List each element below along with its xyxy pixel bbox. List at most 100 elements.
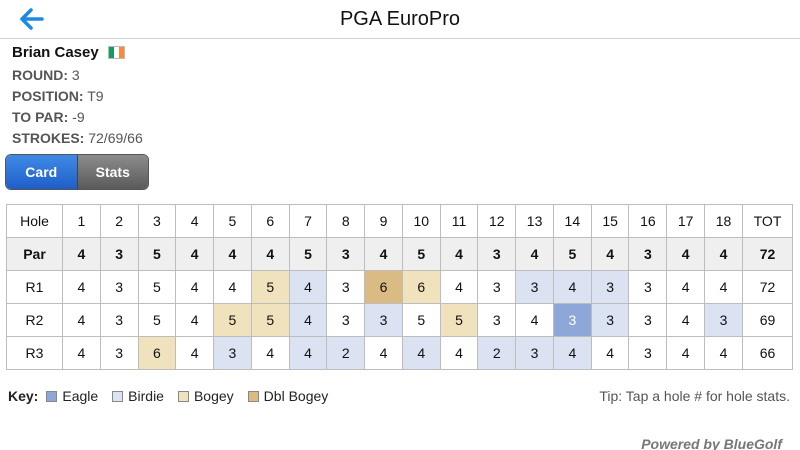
par-hole-6: 4 xyxy=(250,237,290,271)
round-total: 72 xyxy=(742,270,793,304)
arrow-left-icon[interactable] xyxy=(18,7,44,31)
par-hole-13: 4 xyxy=(515,237,554,271)
score-cell: 5 xyxy=(401,303,441,337)
score-cell: 4 xyxy=(62,270,101,304)
score-cell: 4 xyxy=(515,303,554,337)
par-hole-8: 3 xyxy=(326,237,366,271)
score-cell: 3 xyxy=(99,336,139,370)
score-cell: 3 xyxy=(364,303,403,337)
score-cell: 4 xyxy=(175,303,215,337)
color-key: Key: Eagle Birdie Bogey Dbl Bogey xyxy=(8,388,342,404)
score-cell: 5 xyxy=(213,303,252,337)
score-cell: 4 xyxy=(704,270,743,304)
hole-number-8[interactable]: 8 xyxy=(326,204,366,238)
ireland-flag-icon xyxy=(108,46,126,60)
total-header: TOT xyxy=(742,204,793,238)
round-total: 66 xyxy=(742,336,793,370)
tab-card[interactable]: Card xyxy=(6,155,77,189)
score-cell: 4 xyxy=(288,270,328,304)
score-cell: 4 xyxy=(439,336,479,370)
score-cell: 4 xyxy=(175,270,215,304)
score-cell: 5 xyxy=(137,270,177,304)
hole-number-3[interactable]: 3 xyxy=(137,204,177,238)
score-cell: 4 xyxy=(439,270,479,304)
par-hole-7: 5 xyxy=(288,237,328,271)
round-label: R2 xyxy=(6,303,63,337)
score-cell: 3 xyxy=(590,270,630,304)
powered-by-link[interactable]: Powered by BlueGolf xyxy=(641,436,782,450)
score-cell: 5 xyxy=(250,270,290,304)
score-cell: 3 xyxy=(326,270,366,304)
score-cell: 3 xyxy=(99,270,139,304)
hole-number-13[interactable]: 13 xyxy=(515,204,554,238)
round-total: 69 xyxy=(742,303,793,337)
round-info: ROUND: 3 xyxy=(12,67,80,83)
par-hole-5: 4 xyxy=(213,237,252,271)
top-bar: PGA EuroPro xyxy=(0,0,800,39)
hole-number-16[interactable]: 16 xyxy=(628,204,668,238)
score-cell: 3 xyxy=(515,336,554,370)
hole-number-9[interactable]: 9 xyxy=(364,204,403,238)
hole-number-18[interactable]: 18 xyxy=(704,204,743,238)
round-row-r2: R2 4 3 5 4 5 5 4 3 3 5 5 3 4 3 3 3 4 3 69 xyxy=(6,303,793,337)
par-hole-14: 5 xyxy=(552,237,592,271)
page-title: PGA EuroPro xyxy=(339,8,461,30)
position-info: POSITION: T9 xyxy=(12,88,104,104)
scorecard-table: Hole 1 2 3 4 5 6 7 8 9 10 11 12 13 14 15 16 17 18 TOT Par 4 3 5… xyxy=(6,204,793,370)
tip-text: Tip: Tap a hole # for hole stats. xyxy=(599,388,790,404)
hole-number-6[interactable]: 6 xyxy=(250,204,290,238)
tab-stats[interactable]: Stats xyxy=(76,155,148,189)
score-cell: 4 xyxy=(213,270,252,304)
hole-label: Hole xyxy=(6,204,63,238)
score-cell: 3 xyxy=(704,303,743,337)
score-cell: 3 xyxy=(628,270,668,304)
score-cell: 4 xyxy=(590,336,630,370)
score-cell: 4 xyxy=(552,270,592,304)
strokes-info: STROKES: 72/69/66 xyxy=(12,130,143,146)
key-eagle: Eagle xyxy=(46,388,98,404)
eagle-swatch xyxy=(46,390,58,402)
score-cell: 4 xyxy=(704,336,743,370)
hole-number-4[interactable]: 4 xyxy=(175,204,215,238)
par-label: Par xyxy=(6,237,63,271)
bogey-swatch xyxy=(177,390,189,402)
par-hole-16: 3 xyxy=(628,237,668,271)
hole-number-17[interactable]: 17 xyxy=(666,204,706,238)
hole-number-11[interactable]: 11 xyxy=(439,204,479,238)
dbl-bogey-swatch xyxy=(247,390,259,402)
par-hole-15: 4 xyxy=(590,237,630,271)
score-cell: 4 xyxy=(288,336,328,370)
par-hole-2: 3 xyxy=(99,237,139,271)
par-hole-1: 4 xyxy=(62,237,101,271)
birdie-swatch xyxy=(112,390,124,402)
round-row-r3: R3 4 3 6 4 3 4 4 2 4 4 4 2 3 4 4 3 4 4 66 xyxy=(6,336,793,370)
score-cell: 2 xyxy=(326,336,366,370)
view-toggle: Card Stats xyxy=(5,154,149,190)
key-title: Key: xyxy=(8,388,39,404)
score-cell: 2 xyxy=(477,336,517,370)
score-cell: 5 xyxy=(250,303,290,337)
score-cell: 6 xyxy=(137,336,177,370)
score-cell: 3 xyxy=(99,303,139,337)
score-cell: 5 xyxy=(439,303,479,337)
par-hole-12: 3 xyxy=(477,237,517,271)
round-row-r1: R1 4 3 5 4 4 5 4 3 6 6 4 3 3 4 3 3 4 4 72 xyxy=(6,270,793,304)
par-hole-17: 4 xyxy=(666,237,706,271)
key-birdie: Birdie xyxy=(112,388,164,404)
par-hole-4: 4 xyxy=(175,237,215,271)
hole-number-1[interactable]: 1 xyxy=(62,204,101,238)
par-row: Par 4 3 5 4 4 4 5 3 4 5 4 3 4 5 4 3 4 4 72 xyxy=(6,237,793,271)
score-cell: 3 xyxy=(326,303,366,337)
hole-number-12[interactable]: 12 xyxy=(477,204,517,238)
score-cell: 4 xyxy=(364,336,403,370)
score-cell: 4 xyxy=(62,303,101,337)
hole-number-10[interactable]: 10 xyxy=(401,204,441,238)
hole-number-14[interactable]: 14 xyxy=(552,204,592,238)
hole-number-7[interactable]: 7 xyxy=(288,204,328,238)
hole-number-2[interactable]: 2 xyxy=(99,204,139,238)
score-cell: 3 xyxy=(477,303,517,337)
score-cell: 3 xyxy=(628,336,668,370)
hole-number-15[interactable]: 15 xyxy=(590,204,630,238)
hole-number-5[interactable]: 5 xyxy=(213,204,252,238)
par-hole-18: 4 xyxy=(704,237,743,271)
